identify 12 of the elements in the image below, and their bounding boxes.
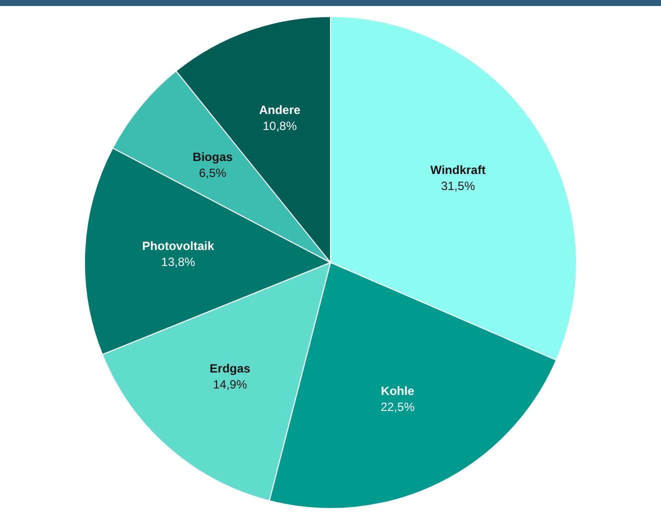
slice-label: Kohle (380, 384, 415, 398)
slice-label: Erdgas (210, 362, 251, 376)
slice-label: Andere (259, 102, 301, 117)
data-label: 14,9% (212, 378, 248, 392)
slice-label: Biogas (192, 150, 234, 164)
data-label: 31,5% (440, 179, 476, 194)
data-label: 6,5% (198, 166, 227, 180)
slice-label: Windkraft (430, 163, 486, 178)
data-label: 10,8% (262, 118, 298, 133)
data-label: 22,5% (380, 400, 415, 414)
data-label: 13,8% (161, 255, 196, 270)
slice-label: Photovoltaik (142, 239, 214, 254)
